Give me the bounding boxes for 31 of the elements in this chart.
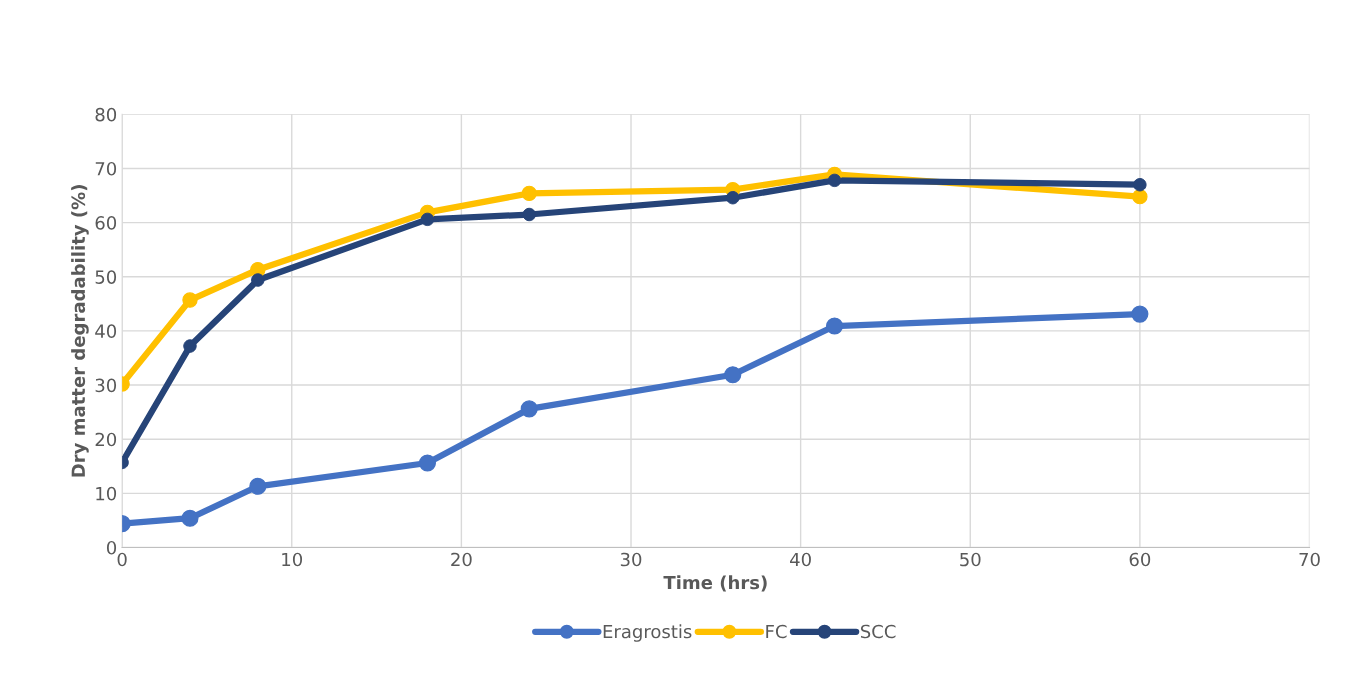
legend-label: SCC bbox=[860, 624, 896, 639]
x-axis-title: Time (hrs) bbox=[663, 575, 767, 592]
y-tick-label: 20 bbox=[95, 432, 117, 447]
point bbox=[826, 317, 844, 335]
x-tick-label: 60 bbox=[1129, 552, 1151, 567]
point bbox=[520, 400, 538, 418]
y-axis-title: Dry matter degradability (%) bbox=[71, 185, 89, 477]
legend-label: Eragrostis bbox=[603, 624, 692, 642]
y-tick-label: 70 bbox=[95, 161, 117, 176]
x-tick-label: 70 bbox=[1299, 552, 1320, 567]
y-tick-label: 40 bbox=[95, 324, 117, 339]
point bbox=[181, 509, 199, 527]
point bbox=[724, 366, 742, 384]
y-tick-label: 80 bbox=[95, 107, 117, 122]
x-tick-label: 0 bbox=[117, 552, 127, 567]
x-tick-label: 30 bbox=[620, 552, 642, 567]
point bbox=[1131, 305, 1149, 323]
point bbox=[249, 477, 267, 495]
point bbox=[521, 185, 537, 202]
y-tick-label: 0 bbox=[106, 540, 117, 555]
y-tick-label: 60 bbox=[95, 216, 117, 230]
point bbox=[182, 292, 198, 308]
x-tick-label: 20 bbox=[451, 552, 472, 567]
y-tick-label: 30 bbox=[95, 378, 117, 393]
x-tick-label: 10 bbox=[282, 552, 303, 567]
y-tick-label: 50 bbox=[95, 270, 117, 284]
legend-label: FC bbox=[766, 624, 787, 639]
point bbox=[418, 454, 437, 472]
x-tick-label: 50 bbox=[960, 552, 981, 567]
y-tick-label: 10 bbox=[96, 486, 117, 501]
x-tick-label: 40 bbox=[790, 552, 811, 567]
